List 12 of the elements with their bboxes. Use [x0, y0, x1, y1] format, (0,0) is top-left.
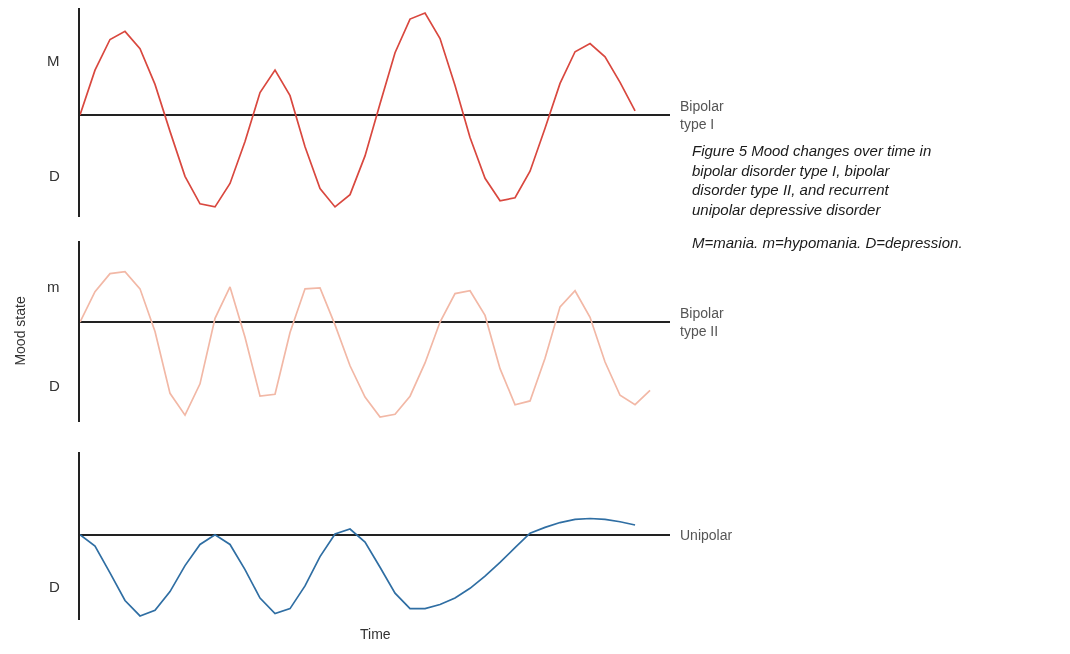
text: Bipolar type II [680, 305, 724, 340]
caption: Figure 5 Mood changes over time in bipolar disorder type I, bipolar disorder type II, and recurrent unipolar depressive disorder [692, 142, 932, 218]
text: m [47, 278, 60, 295]
text: M=mania. m=hypomania. D=depression. [692, 234, 963, 251]
text: Unipolar [680, 527, 733, 543]
x-axis-title: Time [360, 626, 391, 642]
text: M [47, 52, 60, 69]
y-axis-title: Mood state [12, 296, 29, 366]
text: D [49, 167, 60, 184]
text: D [49, 377, 60, 394]
text: Bipolar type I [680, 98, 724, 133]
text: D [49, 578, 60, 595]
